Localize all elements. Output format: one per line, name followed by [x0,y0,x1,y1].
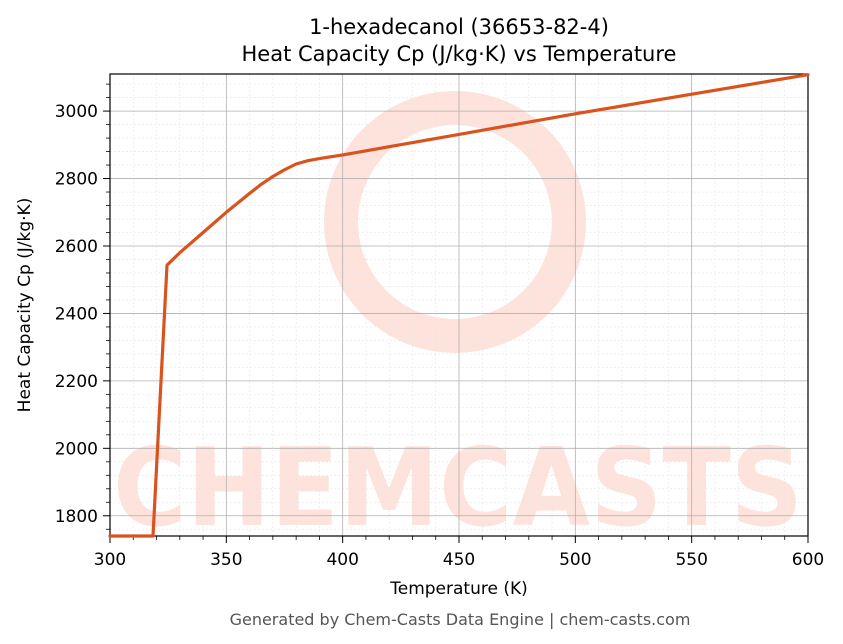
chart-title-line2: Heat Capacity Cp (J/kg·K) vs Temperature [242,42,677,66]
x-axis-minor-ticks [132,536,786,540]
series-line-0 [108,73,810,538]
y-tick-label: 2600 [55,237,98,257]
x-axis-ticks: 300 350 400 450 500 550 600 [94,536,824,570]
x-tick-label: 600 [792,550,824,570]
y-tick-label: 2400 [55,304,98,324]
x-tick-label: 350 [210,550,242,570]
watermark-logo-ring [324,91,586,353]
y-tick-label: 1800 [55,507,98,527]
y-tick-label: 2000 [55,439,98,459]
y-axis-minor-ticks [106,83,110,530]
chart-title-line1: 1-hexadecanol (36653-82-4) [309,15,609,39]
x-axis-label: Temperature (K) [389,579,528,599]
x-tick-label: 550 [675,550,707,570]
y-tick-label: 2800 [55,170,98,190]
watermark: CHEMCASTS [113,91,803,551]
footer-text: Generated by Chem-Casts Data Engine | ch… [230,610,691,629]
y-tick-label: 2200 [55,372,98,392]
x-tick-label: 500 [559,550,591,570]
series-layer [108,73,810,538]
y-axis-label: Heat Capacity Cp (J/kg·K) [15,198,35,413]
y-tick-label: 3000 [55,102,98,122]
y-axis-ticks: 1800 2000 2200 2400 2600 2800 3000 [55,102,110,527]
x-tick-label: 400 [326,550,358,570]
x-tick-label: 450 [443,550,475,570]
x-tick-label: 300 [94,550,126,570]
